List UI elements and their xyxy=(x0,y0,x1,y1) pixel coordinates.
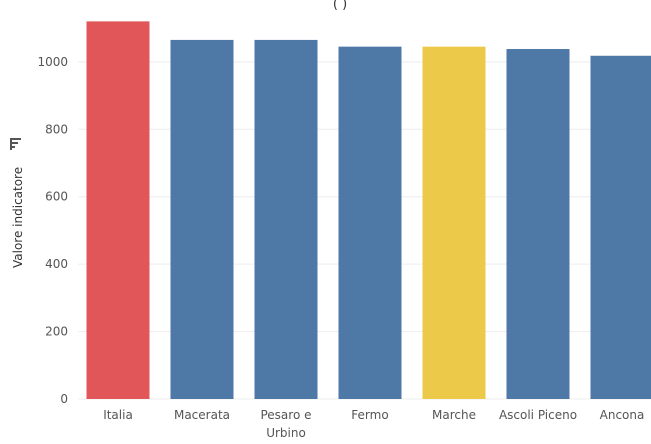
x-category-label-line: Italia xyxy=(103,408,133,422)
chart-title: ( ) xyxy=(333,0,347,12)
bars xyxy=(86,21,651,400)
x-category-label: Macerata xyxy=(174,408,230,422)
x-category-label: Fermo xyxy=(351,408,388,422)
x-category-label-line: Fermo xyxy=(351,408,388,422)
x-category-label-line: Ancona xyxy=(600,408,645,422)
y-tick-label: 800 xyxy=(45,122,68,136)
y-axis-ticks: 0 200 400 600 800 1000 xyxy=(37,55,68,406)
x-category-label-line: Pesaro e xyxy=(260,408,311,422)
x-category-label: Ascoli Piceno xyxy=(499,408,577,422)
bar-macerata[interactable] xyxy=(170,39,234,400)
bar-fermo[interactable] xyxy=(338,46,402,399)
x-category-label: Ancona xyxy=(600,408,645,422)
bar-ascoli-piceno[interactable] xyxy=(506,49,570,399)
bar-pesaro-e-urbino[interactable] xyxy=(254,39,318,400)
x-category-label-line: Ascoli Piceno xyxy=(499,408,577,422)
x-category-label: Pesaro e Urbino xyxy=(260,408,311,440)
x-category-label-line: Macerata xyxy=(174,408,230,422)
y-tick-label: 200 xyxy=(45,325,68,339)
x-axis-labels: Italia Macerata Pesaro e Urbino Fermo Marche A… xyxy=(103,408,644,440)
y-tick-label: 0 xyxy=(60,392,68,406)
y-tick-label: 400 xyxy=(45,257,68,271)
y-tick-label: 600 xyxy=(45,190,68,204)
bar-ancona[interactable] xyxy=(590,55,651,400)
x-category-label: Italia xyxy=(103,408,133,422)
sort-icon[interactable] xyxy=(10,138,21,150)
x-category-label-line: Marche xyxy=(432,408,476,422)
x-category-label: Marche xyxy=(432,408,476,422)
y-tick-label: 1000 xyxy=(37,55,68,69)
y-axis-title: Valore indicatore xyxy=(11,167,25,268)
x-category-label-line: Urbino xyxy=(266,426,306,440)
bar-italia[interactable] xyxy=(86,21,150,400)
bar-marche[interactable] xyxy=(422,46,486,399)
